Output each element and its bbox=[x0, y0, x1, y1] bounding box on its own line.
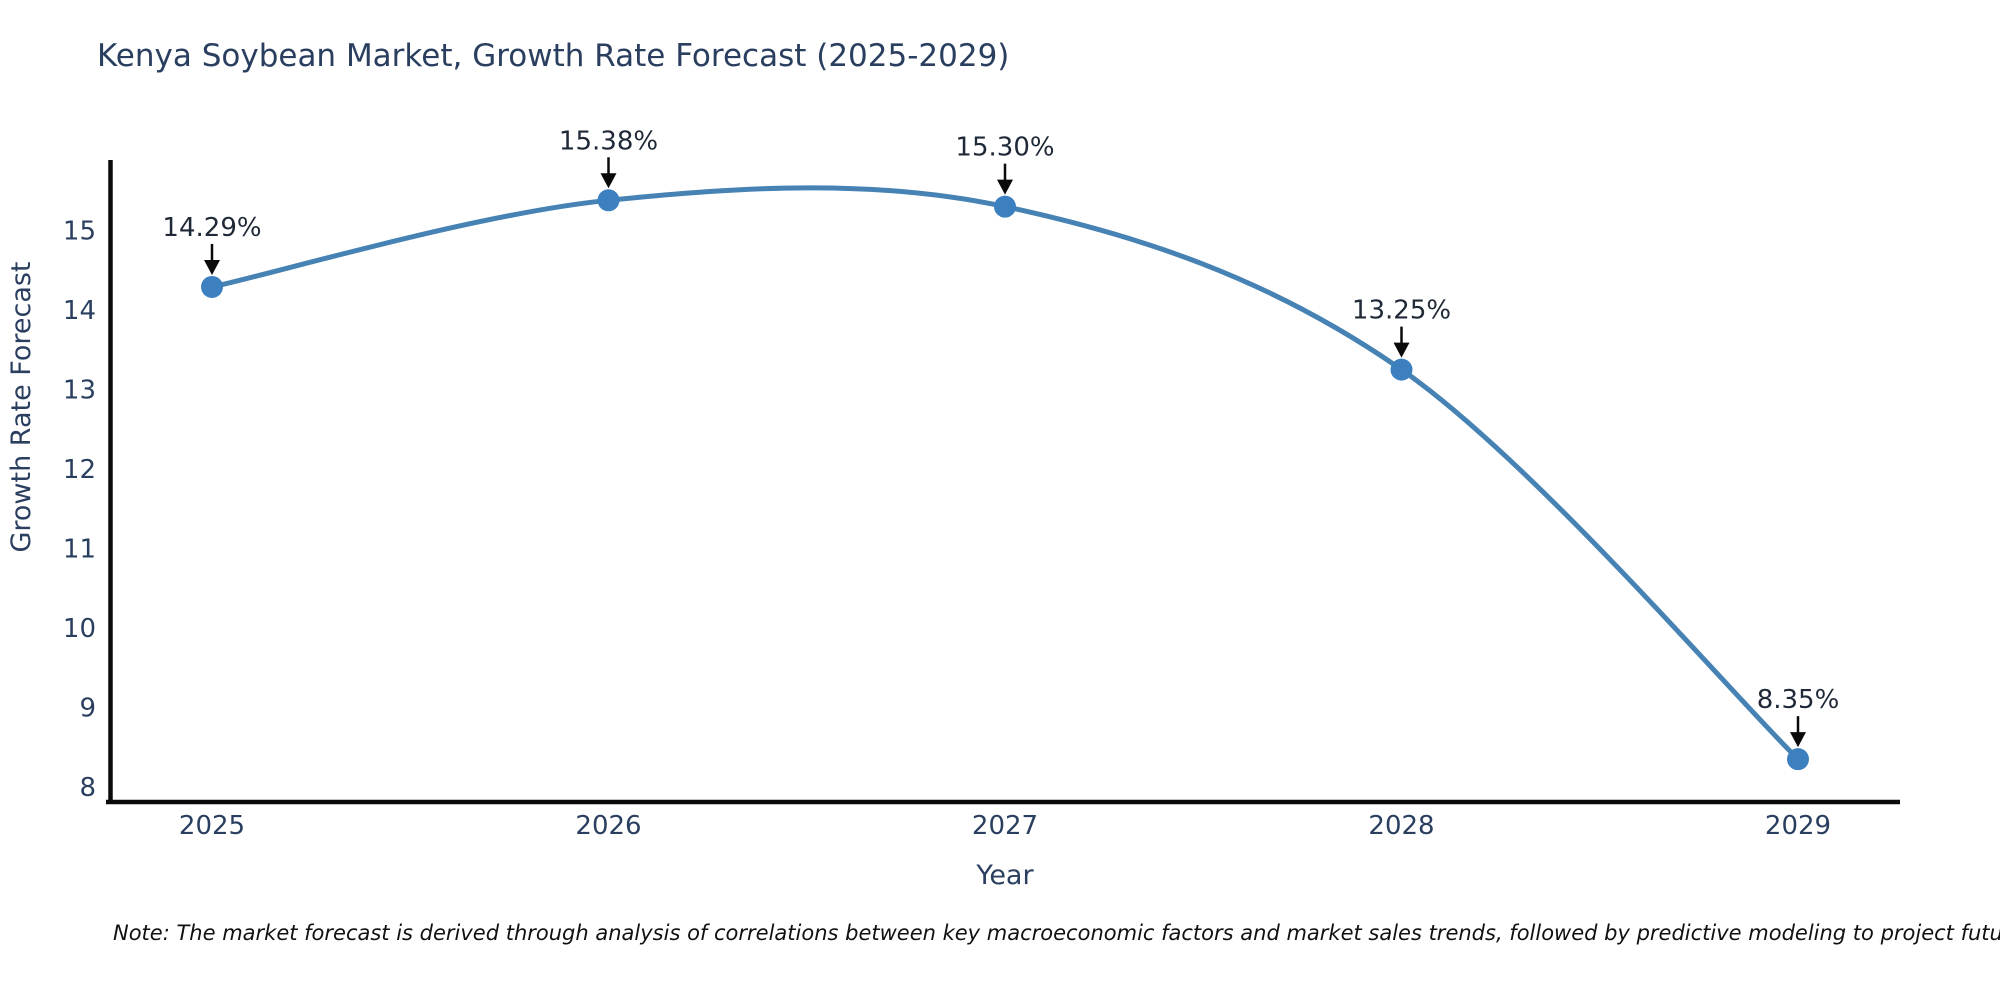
data-point-label: 15.38% bbox=[559, 126, 658, 156]
y-tick-label: 14 bbox=[63, 296, 96, 326]
y-tick-label: 10 bbox=[63, 614, 96, 644]
data-point-label: 15.30% bbox=[955, 133, 1054, 163]
data-point-marker bbox=[1390, 358, 1413, 381]
x-tick-label: 2028 bbox=[1368, 811, 1434, 841]
chart-title: Kenya Soybean Market, Growth Rate Foreca… bbox=[97, 38, 1010, 74]
y-tick-label: 13 bbox=[63, 376, 96, 406]
x-axis-title: Year bbox=[975, 860, 1034, 891]
data-point-label: 8.35% bbox=[1757, 685, 1840, 715]
y-tick-label: 15 bbox=[63, 217, 96, 247]
y-axis-title: Growth Rate Forecast bbox=[6, 261, 37, 552]
annotation-arrow-head bbox=[1790, 732, 1806, 748]
y-tick-label: 12 bbox=[63, 455, 96, 485]
y-tick-label: 8 bbox=[79, 773, 96, 803]
x-tick-label: 2026 bbox=[575, 811, 641, 841]
x-tick-label: 2029 bbox=[1765, 811, 1831, 841]
x-tick-label: 2025 bbox=[179, 811, 245, 841]
y-tick-label: 11 bbox=[63, 535, 96, 565]
annotation-arrow-head bbox=[1393, 342, 1410, 358]
x-tick-label: 2027 bbox=[972, 811, 1038, 841]
forecast-line bbox=[209, 185, 1801, 762]
data-point-marker bbox=[994, 195, 1016, 218]
data-point-label: 14.29% bbox=[162, 213, 261, 243]
annotation-arrow-head bbox=[600, 173, 617, 189]
y-tick-label: 9 bbox=[79, 694, 96, 724]
annotation-arrow-head bbox=[204, 259, 220, 275]
annotation-arrow-head bbox=[997, 179, 1013, 195]
data-point-marker bbox=[1787, 748, 1809, 771]
data-point-marker bbox=[201, 275, 223, 298]
footnote: Note: The market forecast is derived thr… bbox=[113, 921, 2000, 945]
data-point-label: 13.25% bbox=[1352, 296, 1451, 326]
data-point-marker bbox=[597, 189, 620, 212]
